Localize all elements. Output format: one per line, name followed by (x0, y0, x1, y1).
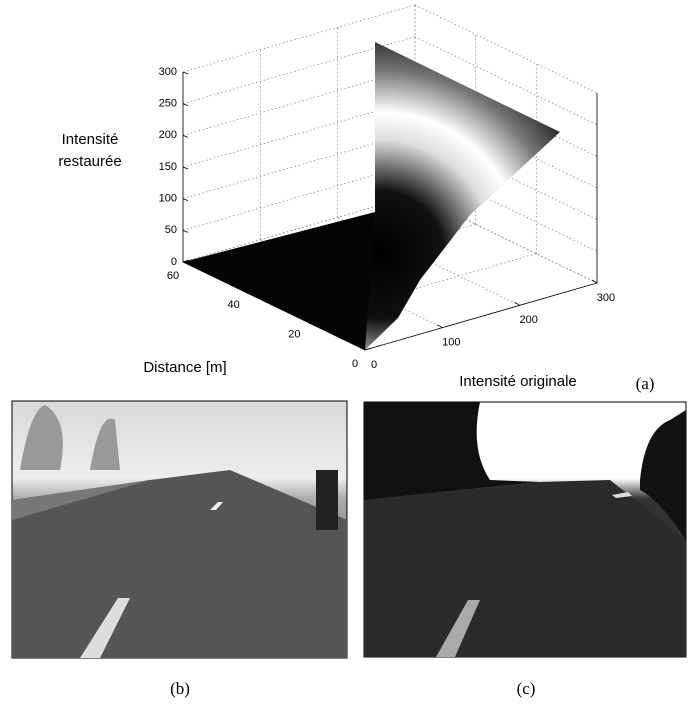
x-tick-label: 0 (371, 359, 377, 371)
z-tick (182, 229, 189, 233)
x-axis-label: Intensité originale (459, 373, 577, 390)
panel-label: (a) (636, 374, 655, 393)
photo-b (11, 400, 348, 659)
y-tick (304, 318, 311, 322)
z-tick-label: 200 (159, 129, 177, 141)
y-tick-label: 0 (352, 358, 358, 370)
x-tick (514, 301, 520, 306)
x-tick-label: 300 (597, 292, 615, 304)
z-tick (182, 261, 189, 265)
y-tick-label: 60 (167, 270, 179, 282)
z-tick-label: 50 (165, 224, 177, 236)
z-axis-label: Intensité (62, 131, 119, 148)
x-tick (437, 324, 443, 329)
surface-floor (183, 212, 395, 350)
x-tick-label: 100 (442, 337, 460, 349)
x-tick (359, 346, 366, 351)
z-tick-label: 150 (159, 161, 177, 173)
z-axis-label: restaurée (58, 153, 121, 170)
z-tick (182, 71, 189, 75)
grid-line (414, 194, 598, 284)
z-tick-label: 250 (159, 98, 177, 110)
grid-line (414, 162, 598, 252)
surface-sheet (365, 42, 560, 350)
panel-label: (c) (517, 679, 536, 698)
y-tick-label: 20 (288, 329, 300, 341)
y-tick-label: 40 (228, 299, 240, 311)
grid-line (182, 4, 416, 73)
photo-c (363, 401, 687, 658)
x-tick-label: 200 (519, 314, 537, 326)
z-tick (182, 134, 189, 138)
z-tick-label: 300 (159, 66, 177, 78)
grid-line (414, 4, 598, 94)
z-tick (182, 166, 189, 170)
x-tick (591, 279, 598, 284)
grid-line (414, 36, 598, 126)
z-tick-label: 0 (171, 256, 177, 268)
z-tick (182, 198, 189, 202)
panel-label: (b) (170, 679, 190, 698)
z-tick-label: 100 (159, 193, 177, 205)
y-axis-label: Distance [m] (143, 359, 226, 376)
surface-plot: 0 50 100 150 200 250 300 0 20 40 60 0 100 200 300 Inte… (58, 4, 655, 393)
ticks: 0 50 100 150 200 250 300 0 20 40 60 0 100 200 300 (159, 66, 616, 371)
z-tick (182, 103, 189, 107)
y-tick (243, 288, 250, 292)
y-tick (364, 347, 372, 351)
y-tick (182, 259, 190, 263)
